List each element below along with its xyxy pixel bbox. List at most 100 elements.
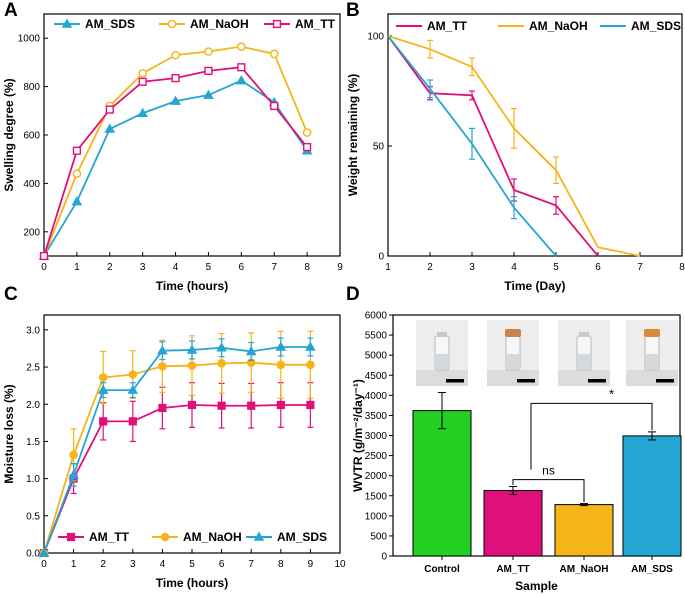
x-tick-label: 6 [219,559,225,570]
data-point-am_tt [72,146,81,155]
data-point-am_naoh [269,49,279,59]
y-tick-label: 4000 [365,391,388,402]
data-point-am_tt [138,77,147,86]
x-tick-label: 0 [41,262,47,273]
y-tick-label: 0.5 [26,511,40,522]
significance-bracket-star [530,402,653,470]
y-tick-label: 0 [378,252,384,263]
y-axis-title: Moisture loss (%) [2,384,16,483]
x-axis-title: Time (hours) [156,279,228,293]
data-point-am_sds [71,196,83,206]
y-tick-label: 3500 [365,411,388,422]
legend-marker [61,18,73,28]
data-point-am_tt [158,403,167,413]
x-tick-label: 3 [130,559,136,570]
x-tick-label: 2 [427,262,433,273]
y-axis-title: WVTR (g/m⁻²/day⁻¹) [351,379,365,492]
data-point-am_naoh [217,359,226,368]
x-tick-label: 5 [553,262,559,273]
data-point-am_sds [245,345,257,356]
panel-label: B [346,0,360,21]
x-tick-label: 6 [239,262,245,273]
x-tick-label: 5 [189,559,195,570]
vial-photo-floor [487,370,539,386]
x-tick-label: 7 [637,262,643,273]
y-tick-label: 600 [23,131,40,142]
legend-label: AM_NaOH [529,19,588,33]
data-point-am_tt [303,142,312,152]
legend-label: AM_NaOH [183,530,242,544]
legend-label: AM_SDS [277,530,327,544]
x-tick-label: 3 [140,262,146,273]
x-tick-label: 7 [271,262,277,273]
data-point-am_sds [186,344,198,354]
panel-b: B Time (Day) Weight remaining (%) 1 2 3 4 5 6 7 8 0… [346,0,685,293]
data-point-am_tt [187,400,197,410]
data-point-am_tt [247,401,256,410]
data-point-am_sds [104,123,116,133]
vial-liquid [646,354,658,369]
vial-cap [644,329,660,337]
y-tick-label: 2000 [365,471,388,482]
x-tick-label: 7 [248,559,254,570]
vial-photo-floor [626,370,678,386]
y-tick-label: 1500 [365,491,388,502]
data-point-am_sds [305,341,316,351]
y-tick-label: 1.0 [26,474,40,485]
data-point-am_sds [170,95,181,105]
data-point-am_sds [235,75,247,85]
y-axis-title: Swelling degree (%) [2,78,16,191]
y-tick-label: 1.5 [26,437,40,448]
vial-photo-floor [558,370,610,386]
panel-c: C Time (hours) Moisture loss (%) 0 1 2 3 4 5 6 7 8 9… [2,284,346,590]
data-point-am_tt [204,66,213,75]
legend-marker [167,19,177,29]
panel-label: A [4,0,18,21]
scale-bar [517,379,535,383]
panel-a: A Time (hours) Swelling degree (%) 0 1 2 3 4 5 6 7… [2,0,343,293]
y-tick-label: 5500 [365,331,388,342]
y-tick-label: 400 [23,179,40,190]
data-point-am_tt [306,400,315,410]
data-point-am_naoh [306,360,315,370]
series-line-am_naoh [43,361,311,554]
data-point-am_naoh [187,361,197,370]
legend-marker [160,532,170,542]
panel-label: C [4,284,18,305]
legend-label: AM_SDS [631,19,681,33]
data-point-am_tt [270,101,279,111]
x-tick-label: 5 [206,262,212,273]
x-tick-label: Control [424,564,460,575]
x-axis-title: Time (hours) [156,576,228,590]
data-point-am_naoh [69,450,78,460]
panel-label: D [346,284,360,305]
x-tick-label: 0 [41,559,47,570]
x-tick-label: 1 [74,262,80,273]
x-axis-title: Sample [515,579,558,593]
legend-marker [253,531,265,541]
data-point-am_naoh [98,373,108,382]
y-tick-label: 50 [373,142,385,153]
data-point-am_tt [39,251,49,261]
y-tick-label: 6000 [365,311,388,322]
data-point-am_sds [68,469,79,479]
x-tick-label: 1 [385,262,391,273]
y-axis-title: Weight remaining (%) [346,74,360,196]
data-point-am_naoh [128,370,138,379]
data-point-am_sds [97,384,109,394]
legend-label: AM_TT [295,17,336,31]
data-point-am_naoh [276,360,286,370]
x-tick-label: 2 [100,559,106,570]
data-point-am_tt [105,105,114,114]
y-tick-label: 4500 [365,371,388,382]
scale-bar [656,379,674,383]
bar-am_sds [622,435,682,557]
x-tick-label: 4 [160,559,166,570]
x-tick-label: 8 [278,559,284,570]
vial-cap [505,329,521,337]
data-point-am_naoh [302,128,312,137]
bar-control [412,410,472,557]
significance-label: ns [542,464,555,478]
legend-label: AM_SDS [85,17,135,31]
